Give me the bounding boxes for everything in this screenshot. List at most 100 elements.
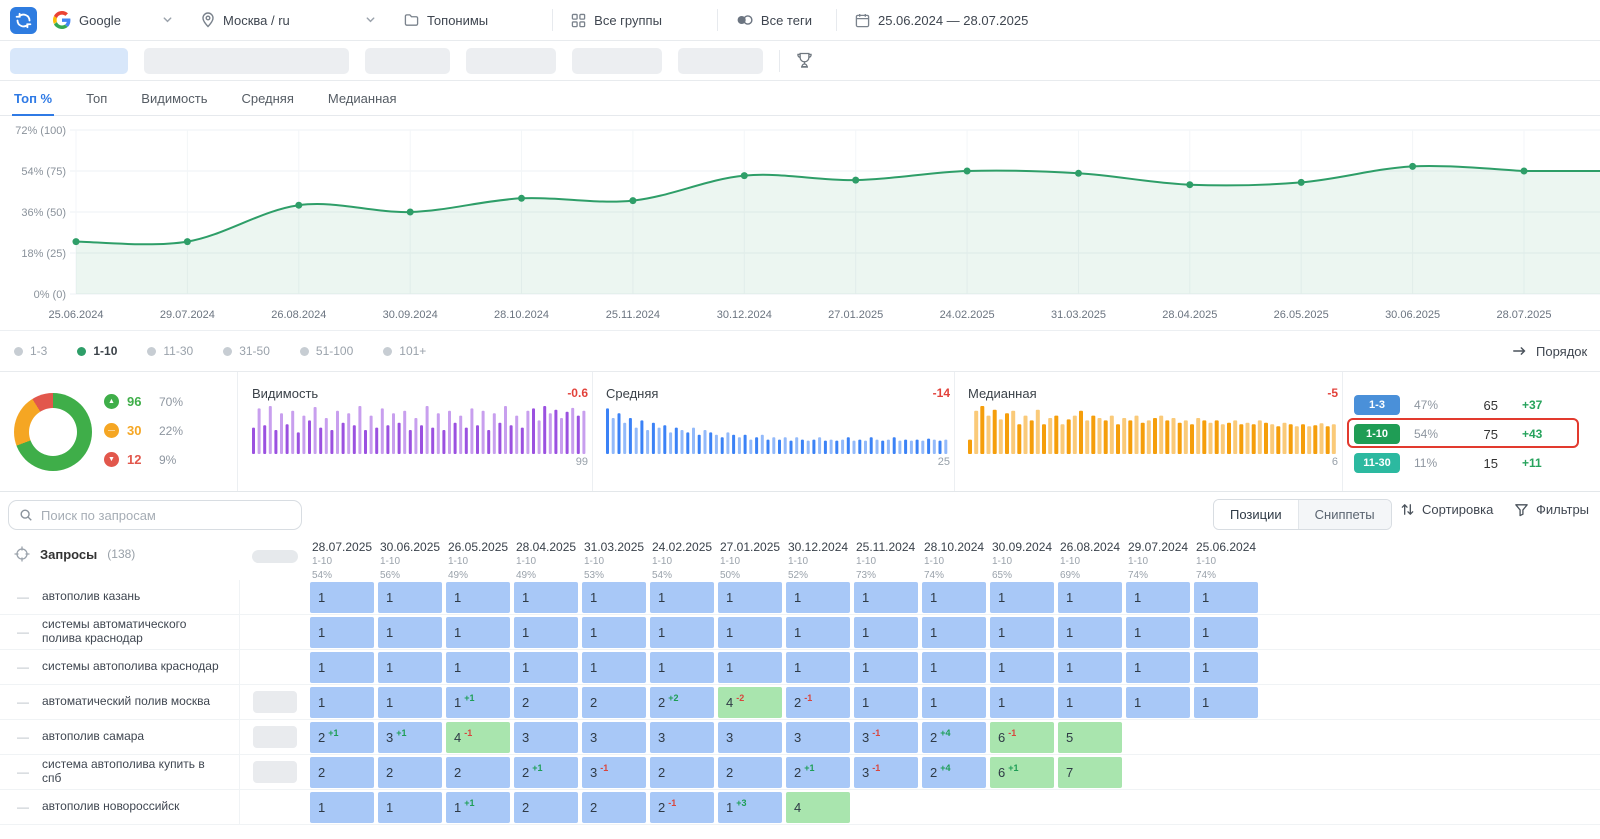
average-sparkline[interactable] [606,406,950,454]
range-row[interactable]: 1-1054%75+43 [1354,421,1600,447]
position-cell[interactable]: 2 [446,757,510,788]
position-cell[interactable]: 2+2 [650,687,714,718]
position-cell[interactable]: 1 [582,582,646,613]
position-cell[interactable]: 1 [650,652,714,683]
position-cell[interactable]: 2 [582,792,646,823]
drag-handle-icon[interactable]: — [17,660,29,674]
position-cell[interactable]: 1 [1058,582,1122,613]
position-cell[interactable]: 1 [854,582,918,613]
position-cell[interactable]: 1+1 [446,792,510,823]
position-cell[interactable]: 1 [378,652,442,683]
position-cell[interactable] [1126,757,1190,788]
position-cell[interactable]: 1 [378,582,442,613]
position-cell[interactable]: 1 [446,652,510,683]
redacted-filter-pill[interactable] [144,48,349,74]
position-cell[interactable] [922,792,986,823]
column-header[interactable]: 29.07.20241-1074% [1126,536,1194,582]
position-cell[interactable]: 3 [786,722,850,753]
column-header[interactable]: 28.07.20251-1054% [310,536,378,582]
position-cell[interactable]: 1 [310,687,374,718]
queries-header-cell[interactable]: Запросы (138) [0,536,240,562]
position-cell[interactable]: 1 [514,582,578,613]
date-range-picker[interactable]: 25.06.2024 — 28.07.2025 [855,13,1028,28]
redacted-filter-pill[interactable] [365,48,450,74]
position-cell[interactable]: 1 [378,792,442,823]
position-cell[interactable]: 1 [1194,687,1258,718]
region-selector[interactable]: Москва / ru [201,12,376,28]
position-cell[interactable]: 2+1 [310,722,374,753]
column-header[interactable]: 24.02.20251-1054% [650,536,718,582]
position-cell[interactable]: 2-1 [786,687,850,718]
position-cell[interactable] [990,792,1054,823]
position-cell[interactable]: 6-1 [990,722,1054,753]
position-cell[interactable]: 2 [514,792,578,823]
search-engine-selector[interactable]: Google [53,11,173,29]
query-cell[interactable]: —автополив самара [0,720,240,754]
order-action[interactable]: Порядок [1512,331,1594,371]
position-cell[interactable]: 3-1 [854,757,918,788]
position-cell[interactable]: 2 [718,757,782,788]
query-cell[interactable]: —автоматический полив москва [0,685,240,719]
legend-item[interactable]: 1-10 [77,344,117,358]
drag-handle-icon[interactable]: — [17,625,29,639]
column-header[interactable]: 27.01.20251-1050% [718,536,786,582]
query-cell[interactable]: —автополив казань [0,580,240,614]
position-cell[interactable]: 1+1 [446,687,510,718]
metric-tab[interactable]: Топ % [12,81,54,115]
position-cell[interactable]: 1 [922,687,986,718]
query-cell[interactable]: —системы автоматического полива краснода… [0,615,240,649]
legend-item[interactable]: 11-30 [147,344,193,358]
column-header[interactable]: 26.05.20251-1049% [446,536,514,582]
position-cell[interactable]: 1 [854,652,918,683]
position-cell[interactable]: 1 [310,792,374,823]
position-cell[interactable]: 1 [718,652,782,683]
position-cell[interactable] [1194,722,1258,753]
position-cell[interactable]: 1 [990,687,1054,718]
position-cell[interactable]: 3 [514,722,578,753]
position-cell[interactable]: 1 [854,617,918,648]
drag-handle-icon[interactable]: — [17,730,29,744]
position-cell[interactable]: 1 [446,617,510,648]
query-cell[interactable]: —автополив новороссийск [0,790,240,824]
redacted-filter-pill[interactable] [678,48,763,74]
position-cell[interactable]: 2 [378,757,442,788]
column-header[interactable]: 26.08.20241-1069% [1058,536,1126,582]
redacted-filter-pill[interactable] [10,48,128,74]
position-cell[interactable]: 2 [310,757,374,788]
drag-handle-icon[interactable]: — [17,695,29,709]
column-header[interactable]: 25.11.20241-1073% [854,536,922,582]
position-cell[interactable] [1194,792,1258,823]
column-header[interactable]: 28.04.20251-1049% [514,536,582,582]
drag-handle-icon[interactable]: — [17,800,29,814]
position-cell[interactable]: 1 [514,652,578,683]
position-cell[interactable]: 4-2 [718,687,782,718]
position-cell[interactable]: 1 [1058,687,1122,718]
view-toggle-option[interactable]: Позиции [1214,500,1298,529]
position-cell[interactable]: 2 [582,687,646,718]
project-selector[interactable]: Топонимы [404,13,488,28]
position-cell[interactable]: 1 [1126,617,1190,648]
column-header[interactable]: 31.03.20251-1053% [582,536,650,582]
legend-item[interactable]: 101+ [383,344,426,358]
view-toggle-option[interactable]: Сниппеты [1298,500,1391,529]
position-cell[interactable] [1058,792,1122,823]
position-cell[interactable]: 1 [582,652,646,683]
redacted-filter-pill[interactable] [466,48,556,74]
position-cell[interactable]: 1 [1194,582,1258,613]
position-cell[interactable] [1126,792,1190,823]
position-cell[interactable]: 1 [786,617,850,648]
column-header[interactable]: 28.10.20241-1074% [922,536,990,582]
position-cell[interactable]: 1 [1058,617,1122,648]
position-cell[interactable]: 1 [1194,617,1258,648]
position-cell[interactable]: 1 [922,652,986,683]
position-cell[interactable]: 1 [922,617,986,648]
search-input[interactable] [41,508,291,523]
metric-tab[interactable]: Медианная [326,81,399,115]
metric-tab[interactable]: Топ [84,81,109,115]
position-cell[interactable]: 1 [1126,582,1190,613]
position-cell[interactable]: 3-1 [854,722,918,753]
range-row[interactable]: 1-347%65+37 [1354,392,1600,418]
position-cell[interactable]: 1 [786,582,850,613]
position-cell[interactable]: 1 [378,617,442,648]
column-header[interactable]: 30.06.20251-1056% [378,536,446,582]
